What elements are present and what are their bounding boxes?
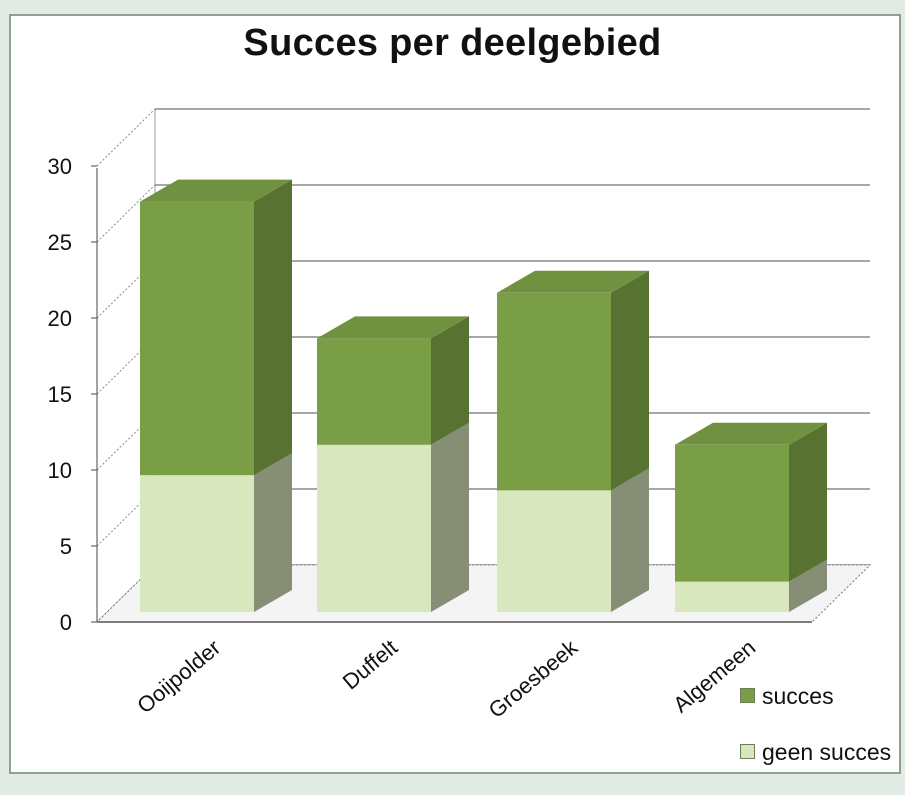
bar-side-groesbeek-geen-succes [611,468,649,612]
bar-front-ooijpolder-geen-succes [140,475,254,612]
bar-front-groesbeek-succes [497,292,611,491]
bar-front-algemeen-succes [675,444,789,582]
bar-front-groesbeek-geen-succes [497,490,611,612]
y-tick-label-10: 10 [48,458,72,483]
chart-title: Succes per deelgebied [243,22,662,64]
x-tick-label-groesbeek: Groesbeek [484,634,583,723]
bar-side-groesbeek-succes [611,270,649,491]
bar-top-groesbeek [497,270,649,293]
x-tick-label-duffelt: Duffelt [338,635,402,695]
bar-side-duffelt-succes [431,316,469,445]
y-tick-label-15: 15 [48,382,72,407]
bar-side-ooijpolder-geen-succes [254,453,292,612]
y-tick-label-20: 20 [48,306,72,331]
bar-top-algemeen [675,422,827,445]
bar-side-duffelt-geen-succes [431,422,469,612]
side-gridline-10 [96,412,156,471]
legend-swatch-succes [740,688,755,703]
side-gridline-20 [96,260,156,319]
bar-side-ooijpolder-succes [254,179,292,476]
y-tick-label-0: 0 [60,610,72,635]
legend-label-succes: succes [762,683,834,709]
bar-front-duffelt-geen-succes [317,444,431,612]
y-tick-label-5: 5 [60,534,72,559]
legend-swatch-geen-succes [740,744,755,759]
y-tick-label-25: 25 [48,230,72,255]
bar-front-algemeen-geen-succes [675,581,789,612]
x-tick-label-algemeen: Algemeen [668,635,760,718]
chart-plot: 0 5 10 15 20 25 30 Ooijpolder Duffelt Groesbeek Al… [48,108,872,723]
side-gridline-15 [96,336,156,395]
y-tick-label-30: 30 [48,154,72,179]
bar-front-ooijpolder-succes [140,201,254,476]
x-tick-label-ooijpolder: Ooijpolder [132,635,225,719]
side-gridline-30 [96,108,156,167]
bar-top-ooijpolder [140,179,292,202]
legend-label-geen-succes: geen succes [762,739,892,765]
bar-side-algemeen-succes [789,422,827,582]
bar-side-algemeen-geen-succes [789,559,827,612]
bar-front-duffelt-succes [317,338,431,445]
bar-top-duffelt [317,316,469,339]
side-gridline-25 [96,184,156,243]
side-gridline-5 [96,488,156,547]
